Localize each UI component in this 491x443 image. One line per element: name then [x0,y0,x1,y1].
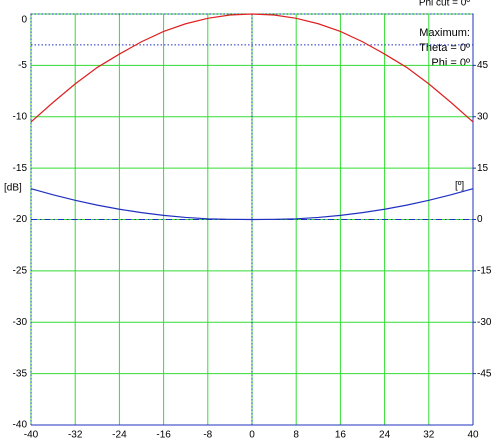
annotation: Maximum: [419,27,470,39]
y-tick-label: -15 [13,163,28,174]
y-tick-label: -10 [13,111,28,122]
x-tick-label: -32 [68,430,83,441]
y2-tick-label: 45 [477,60,489,71]
series-line [30,188,474,221]
x-tick-label: 0 [249,430,255,441]
x-tick-label: -24 [112,430,127,441]
annotation: Phi cut = 0º [419,0,471,9]
y-tick-label: 0 [21,15,27,26]
x-tick-label: -8 [203,430,212,441]
y-tick-label: -5 [18,60,27,71]
x-tick-label: -40 [24,430,39,441]
y-tick-label: -20 [13,214,28,225]
y2-tick-label: -15 [477,266,491,277]
y-axis-label: [dB] [4,183,22,194]
y2-tick-label: 30 [477,111,489,122]
series-line [30,13,474,123]
y2-tick-label: -45 [477,368,491,379]
y2-tick-label: -30 [477,317,491,328]
y-tick-label: -25 [13,266,28,277]
x-tick-label: 16 [335,430,347,441]
y2-axis-label: [º] [455,181,464,192]
annotation: Phi = 0º [431,57,470,69]
x-tick-label: 32 [423,430,435,441]
x-tick-label: -16 [156,430,171,441]
y-tick-label: -35 [13,368,28,379]
x-tick-label: 8 [293,430,299,441]
y-tick-label: -30 [13,317,28,328]
annotation: Theta = 0º [419,42,470,54]
y2-tick-label: 15 [477,163,489,174]
y-tick-label: -40 [13,420,28,431]
x-tick-label: 24 [379,430,391,441]
x-tick-label: 40 [467,430,479,441]
y2-tick-label: 0 [477,214,483,225]
